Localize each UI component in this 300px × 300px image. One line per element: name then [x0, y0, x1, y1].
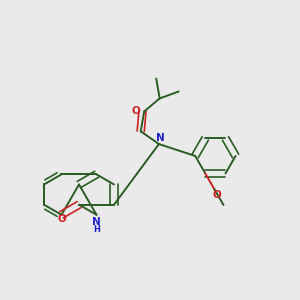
Text: O: O — [213, 190, 222, 200]
Text: H: H — [93, 225, 100, 234]
Text: N: N — [92, 217, 101, 227]
Text: N: N — [156, 133, 165, 143]
Text: O: O — [57, 214, 66, 224]
Text: O: O — [132, 106, 140, 116]
